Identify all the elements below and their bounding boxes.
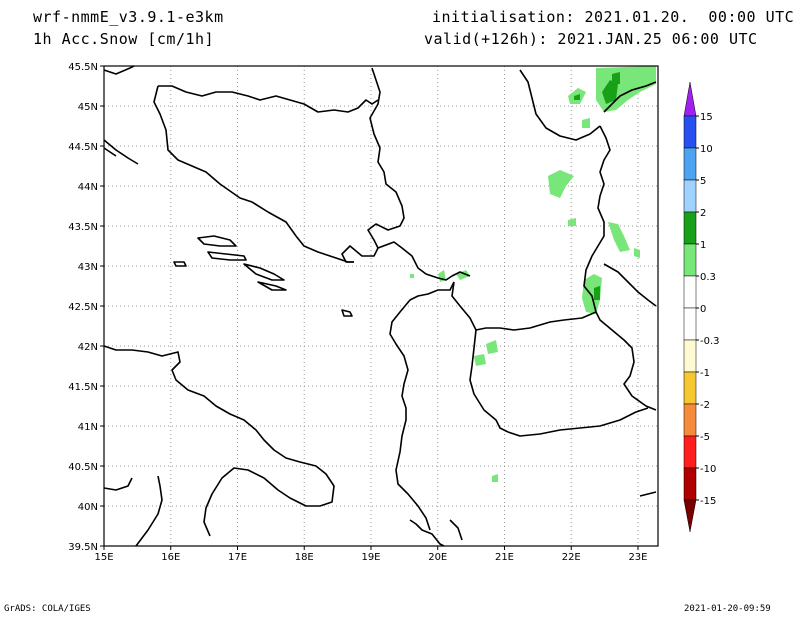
coastlines-and-borders xyxy=(103,65,657,547)
colorbar-segment xyxy=(683,435,697,469)
colorbar-segment xyxy=(683,179,697,213)
x-tick-label: 16E xyxy=(161,552,180,563)
y-tick-label: 42.5N xyxy=(68,302,98,313)
colorbar-label: -2 xyxy=(700,400,710,411)
colorbar-segment xyxy=(683,403,697,437)
colorbar-label: -0.3 xyxy=(700,336,720,347)
colorbar-label: -15 xyxy=(700,496,716,507)
y-tick-label: 41N xyxy=(78,422,98,433)
colorbar-label: 2 xyxy=(700,208,706,219)
colorbar-label: 15 xyxy=(700,112,713,123)
colorbar-label: 10 xyxy=(700,144,713,155)
x-tick-label: 19E xyxy=(361,552,380,563)
valid-time: valid(+126h): 2021.JAN.25 06:00 UTC xyxy=(424,30,758,48)
y-tick-label: 45N xyxy=(78,102,98,113)
field-title: 1h Acc.Snow [cm/1h] xyxy=(33,30,215,48)
y-tick-label: 43N xyxy=(78,262,98,273)
y-axis: 39.5N 40N 40.5N 41N 41.5N 42N 42.5N 43N 43.5N 44N… xyxy=(68,62,104,553)
y-tick-label: 40.5N xyxy=(68,462,98,473)
colorbar-label: 0.3 xyxy=(700,272,716,283)
y-tick-label: 39.5N xyxy=(68,542,98,553)
grid-lines xyxy=(104,66,658,546)
model-title: wrf-nmmE_v3.9.1-e3km xyxy=(33,8,224,26)
colorbar-segment xyxy=(683,467,697,501)
x-tick-label: 22E xyxy=(562,552,581,563)
x-tick-label: 18E xyxy=(295,552,314,563)
y-tick-label: 44N xyxy=(78,182,98,193)
x-tick-label: 20E xyxy=(428,552,447,563)
colorbar-label: -5 xyxy=(700,432,710,443)
y-tick-label: 43.5N xyxy=(68,222,98,233)
y-tick-label: 40N xyxy=(78,502,98,513)
colorbar-label: 1 xyxy=(700,240,706,251)
footer-credit: GrADS: COLA/IGES xyxy=(4,604,91,614)
colorbar-segment xyxy=(683,243,697,277)
y-tick-label: 42N xyxy=(78,342,98,353)
colorbar-segment xyxy=(683,307,697,341)
colorbar-segment xyxy=(683,147,697,181)
colorbar-bottom-arrow xyxy=(683,499,697,533)
y-tick-label: 41.5N xyxy=(68,382,98,393)
y-tick-label: 44.5N xyxy=(68,142,98,153)
colorbar-label: -1 xyxy=(700,368,710,379)
footer-timestamp: 2021-01-20-09:59 xyxy=(684,604,771,614)
colorbar-segment xyxy=(683,115,697,149)
snow-shading xyxy=(410,66,656,482)
colorbar-segment xyxy=(683,211,697,245)
colorbar-segment xyxy=(683,339,697,373)
colorbar: 15 10 5 2 1 0.3 0 -0.3 -1 -2 -5 -10 -15 xyxy=(683,81,720,533)
colorbar-segment xyxy=(683,371,697,405)
colorbar-top-arrow xyxy=(683,81,697,117)
colorbar-label: 5 xyxy=(700,176,706,187)
x-axis: 15E 16E 17E 18E 19E 20E 21E 22E 23E xyxy=(94,546,647,563)
colorbar-segment xyxy=(683,275,697,309)
x-tick-label: 17E xyxy=(228,552,247,563)
y-tick-label: 45.5N xyxy=(68,62,98,73)
x-tick-label: 23E xyxy=(628,552,647,563)
init-time: initialisation: 2021.01.20. 00:00 UTC xyxy=(432,8,795,26)
x-tick-label: 15E xyxy=(94,552,113,563)
x-tick-label: 21E xyxy=(495,552,514,563)
colorbar-label: 0 xyxy=(700,304,706,315)
colorbar-label: -10 xyxy=(700,464,716,475)
